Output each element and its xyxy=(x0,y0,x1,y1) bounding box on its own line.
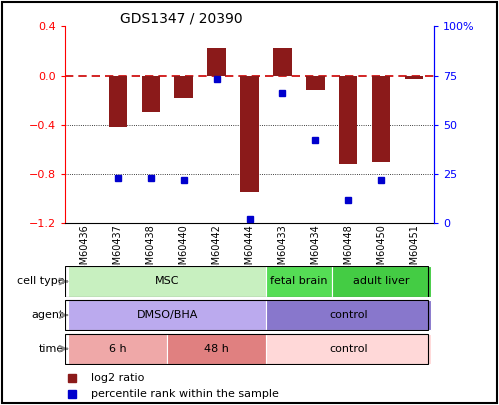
Text: percentile rank within the sample: percentile rank within the sample xyxy=(91,389,278,399)
Text: control: control xyxy=(329,310,368,320)
Text: MSC: MSC xyxy=(155,277,179,286)
Bar xyxy=(109,75,127,127)
Bar xyxy=(306,75,324,90)
Text: log2 ratio: log2 ratio xyxy=(91,373,144,383)
Text: 6 h: 6 h xyxy=(109,344,126,354)
Bar xyxy=(142,75,160,113)
Bar xyxy=(405,75,424,79)
Bar xyxy=(266,334,431,364)
Text: agent: agent xyxy=(32,310,64,320)
Bar xyxy=(175,75,193,98)
Text: adult liver: adult liver xyxy=(353,277,410,286)
Text: cell type: cell type xyxy=(16,277,64,286)
Text: DMSO/BHA: DMSO/BHA xyxy=(136,310,198,320)
Bar xyxy=(208,49,226,75)
Bar xyxy=(372,75,390,162)
Text: 48 h: 48 h xyxy=(204,344,229,354)
Text: time: time xyxy=(39,344,64,354)
Bar xyxy=(68,300,266,330)
Bar xyxy=(241,75,258,192)
Bar xyxy=(68,266,266,296)
Text: control: control xyxy=(329,344,368,354)
Text: GDS1347 / 20390: GDS1347 / 20390 xyxy=(120,11,243,25)
Bar xyxy=(167,334,266,364)
Bar xyxy=(266,300,431,330)
Bar xyxy=(273,49,291,75)
Bar xyxy=(332,266,431,296)
Bar xyxy=(68,334,167,364)
Bar xyxy=(339,75,357,164)
Bar xyxy=(266,266,332,296)
Text: fetal brain: fetal brain xyxy=(270,277,328,286)
